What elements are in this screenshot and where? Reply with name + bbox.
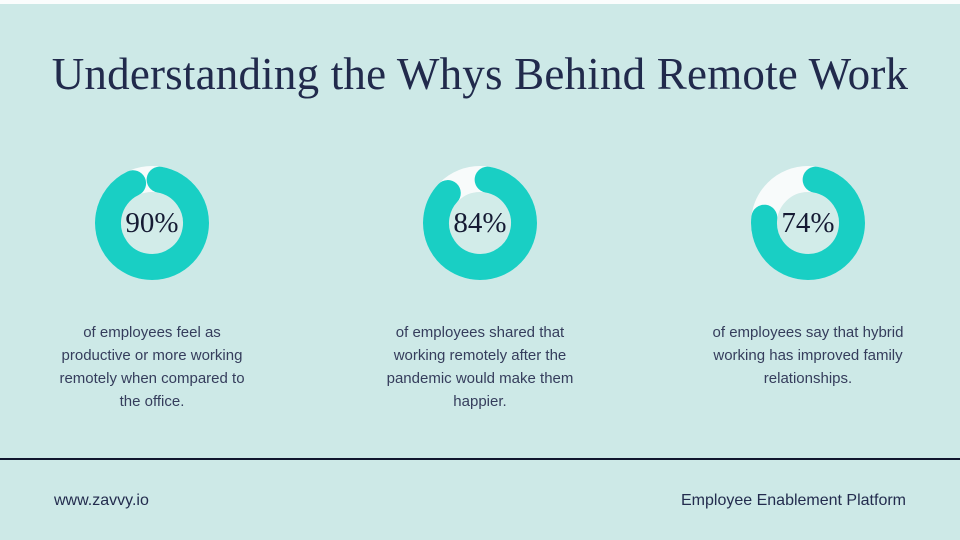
donut-value-arc: [751, 166, 865, 280]
stat-card: 74% of employees say that hybrid working…: [669, 158, 947, 414]
stat-percent: 74%: [781, 206, 835, 239]
donut-chart: 84%: [415, 158, 545, 288]
stat-caption: of employees feel as productive or more …: [59, 324, 245, 410]
stat-card: 90% of employees feel as productive or m…: [13, 158, 291, 414]
donut-ring: [95, 166, 209, 280]
stat-card: 84% of employees shared that working rem…: [341, 158, 619, 414]
donut-ring: [423, 166, 537, 280]
donut-value-arc: [95, 166, 209, 280]
donut-chart: 90%: [87, 158, 217, 288]
donut-ring: [751, 166, 865, 280]
donut-chart: 74%: [743, 158, 873, 288]
stat-caption: of employees say that hybrid working has…: [712, 324, 904, 387]
footer-website: www.zavvy.io: [54, 492, 149, 509]
donut-hole: [777, 192, 839, 254]
donut-hole: [449, 192, 511, 254]
donut-hole: [121, 192, 183, 254]
footer-tagline: Employee Enablement Platform: [681, 492, 906, 509]
footer-divider: [0, 458, 960, 460]
top-strip: [0, 0, 960, 4]
page-title: Understanding the Whys Behind Remote Wor…: [51, 49, 909, 99]
stat-caption: of employees shared that working remotel…: [386, 324, 574, 410]
stats-row: 90% of employees feel as productive or m…: [0, 158, 960, 414]
footer: www.zavvy.io Employee Enablement Platfor…: [54, 492, 906, 510]
stat-percent: 84%: [453, 206, 507, 239]
donut-value-arc: [423, 166, 537, 280]
stat-percent: 90%: [125, 206, 179, 239]
